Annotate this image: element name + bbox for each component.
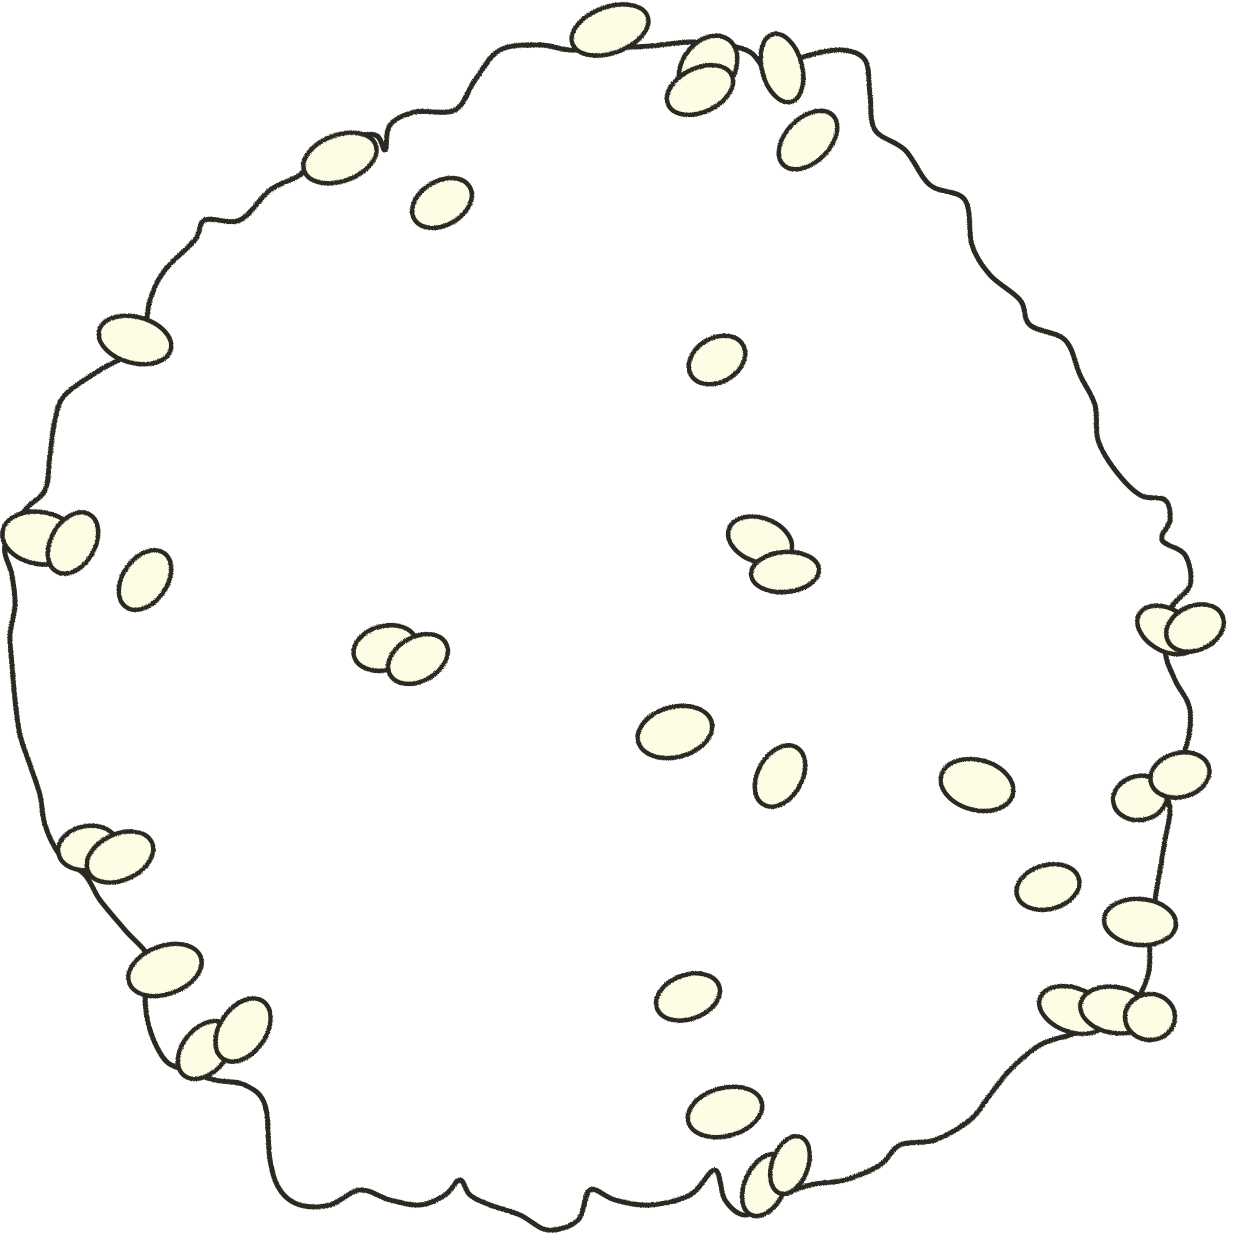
inner-spot-34 [685,1084,765,1140]
edge-spot-25 [84,829,156,885]
edge-spot-4 [776,108,840,172]
edge-spot-22 [1148,750,1212,800]
inner-spot-8 [686,333,748,387]
inner-spot-6 [409,175,475,231]
inner-spot-18 [635,703,715,761]
edge-spot-26 [1101,896,1179,948]
inner-spot-23 [1014,861,1082,913]
edge-spot-5 [301,130,379,186]
inner-spot-13 [748,549,822,595]
edge-spot-17 [1164,602,1226,654]
edge-spot-33 [1122,991,1178,1043]
inner-spot-20 [938,756,1016,814]
edge-spot-27 [126,941,204,999]
inside-spots-group [116,175,1082,1140]
inner-spot-30 [653,971,723,1023]
inner-spot-15 [385,631,451,687]
edge-spot-3 [758,31,806,105]
edge-spot-0 [569,2,651,58]
blob-body [2,39,1194,1233]
edge-spot-10 [45,510,101,576]
edge-spot-29 [213,996,273,1064]
inner-spot-19 [752,743,808,809]
inner-spot-11 [116,547,174,613]
edge-spot-7 [96,313,174,367]
edge-spot-2 [664,62,736,118]
edge-spot-36 [767,1133,813,1197]
